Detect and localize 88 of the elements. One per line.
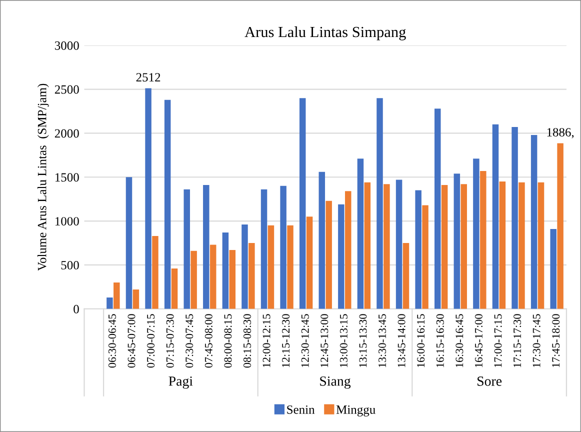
x-tick-label: 16:45-17:00 [474, 314, 483, 368]
bar [242, 224, 248, 309]
legend-label: Minggu [336, 405, 376, 416]
x-tick-label: 17:00-17:15 [494, 314, 502, 368]
text: Pagi [168, 376, 193, 389]
x-tick-label: 13:30-13:45 [378, 314, 386, 368]
y-tick-label: 3000 [54, 41, 79, 50]
x-tick-label: 13:15-13:30 [359, 314, 367, 368]
x-tick-label: 13:45-14:00 [398, 314, 406, 368]
x-tick-label: 17:30-17:45 [532, 314, 540, 368]
bar [190, 250, 197, 309]
bar [287, 225, 294, 309]
bar [248, 243, 255, 309]
bar [512, 127, 518, 309]
text: Sore [478, 376, 502, 386]
x-tick-label: 06:45-07:00 [128, 314, 136, 368]
x-tick-label: 07:15-07:30 [166, 314, 174, 368]
bar [260, 189, 268, 309]
x-tick-label: 12:45-13:00 [320, 314, 328, 368]
bar [460, 184, 467, 309]
x-tick-label: 08:15-08:30 [243, 314, 252, 368]
x-tick-label: 12:30-12:45 [301, 314, 309, 368]
bar [364, 182, 371, 309]
y-tick-label: 1500 [55, 173, 79, 182]
bar [306, 216, 313, 309]
bar [415, 190, 422, 309]
y-tick-label: 2500 [54, 85, 79, 94]
x-tick-label: 07:45-08:00 [204, 314, 212, 368]
x-tick-label: 08:00-08:15 [224, 314, 232, 368]
bar [299, 98, 306, 309]
x-tick-label: 16:15-16:30 [436, 314, 444, 368]
bar [473, 158, 480, 309]
y-tick-label: 500 [61, 260, 79, 270]
bar [550, 228, 556, 309]
bar [396, 180, 402, 309]
bar [376, 98, 383, 309]
bar [152, 236, 158, 309]
bar [357, 158, 364, 309]
bar [499, 182, 506, 309]
bar [126, 177, 132, 309]
bar [145, 88, 152, 309]
bar [530, 134, 538, 309]
bar [203, 185, 210, 309]
chart-title: Arus Lalu Lintas Simpang [244, 26, 406, 40]
bar [210, 244, 216, 309]
bar [518, 182, 525, 309]
bar [132, 290, 140, 309]
bar [402, 243, 410, 309]
x-tick-label: 17:15-17:30 [514, 314, 522, 368]
text: Siang [320, 376, 351, 389]
bar [268, 225, 274, 309]
x-tick-label: 06:30-06:45 [108, 314, 116, 368]
bar [318, 172, 326, 309]
bar [106, 297, 113, 309]
bar [557, 143, 564, 309]
bar [384, 184, 390, 309]
x-tick-label: 16:30-16:45 [456, 314, 464, 368]
bar [338, 204, 344, 309]
bar [229, 250, 236, 309]
x-tick-label: 16:00-16:15 [417, 314, 425, 368]
y-tick-label: 2000 [54, 129, 79, 138]
bar [164, 100, 171, 309]
bar [280, 186, 286, 309]
data-label: 1886, [547, 128, 574, 138]
bar [114, 282, 120, 309]
y-axis-title: Volume Arus Lalu Lintas (SMP/jam) [37, 84, 49, 271]
bar [434, 108, 441, 309]
bar [454, 174, 460, 309]
bar [326, 200, 332, 309]
bar [422, 205, 428, 309]
x-tick-label: 07:30-07:45 [186, 314, 194, 368]
bar [492, 124, 499, 309]
data-label: 2512 [136, 73, 160, 82]
bar [538, 182, 544, 309]
x-tick-label: 17:45-18:00 [552, 314, 560, 368]
x-tick-label: 07:00-07:15 [147, 314, 155, 368]
legend-label: Senin [287, 405, 315, 414]
bar [480, 170, 486, 309]
x-tick-label: 12:00-12:15 [262, 314, 270, 368]
bar [222, 232, 229, 309]
bar [184, 189, 190, 309]
y-tick-label: 0 [74, 304, 79, 314]
x-tick-label: 12:15-12:30 [282, 314, 290, 368]
x-tick-label: 13:00-13:15 [340, 314, 348, 368]
bar [171, 268, 178, 309]
bar [441, 185, 448, 309]
bar [344, 191, 352, 309]
y-tick-label: 1000 [55, 217, 79, 226]
